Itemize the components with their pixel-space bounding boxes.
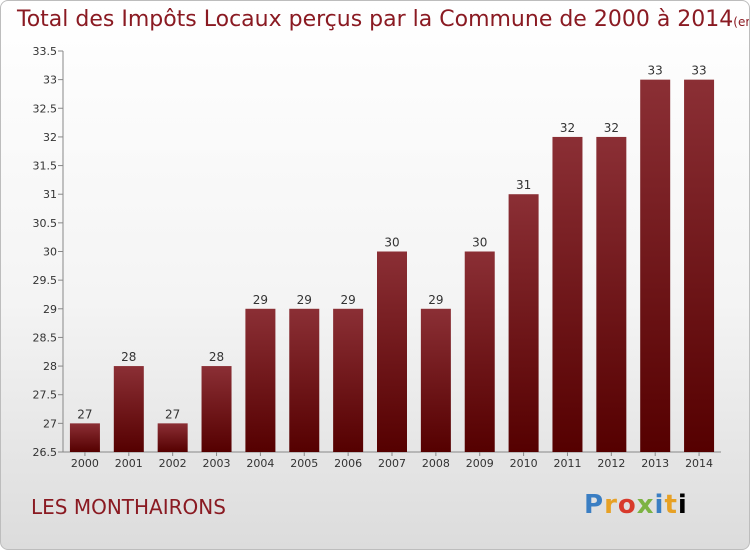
- bar: [377, 251, 407, 452]
- bar: [552, 136, 583, 452]
- bar: [596, 136, 627, 452]
- bar-value-label: 30: [472, 236, 487, 250]
- x-tick-label: 2007: [378, 457, 406, 470]
- bar: [245, 308, 276, 452]
- y-tick-label: 33: [43, 74, 57, 87]
- bar-value-label: 29: [340, 293, 355, 307]
- bar-value-label: 29: [253, 293, 268, 307]
- bar: [289, 308, 320, 452]
- bar: [420, 308, 451, 452]
- bar-value-label: 32: [560, 121, 575, 135]
- y-tick-label: 28.5: [33, 331, 58, 344]
- bar-value-label: 30: [384, 236, 399, 250]
- x-tick-label: 2004: [246, 457, 274, 470]
- title-unit: (en milliers d'€): [733, 15, 749, 29]
- commune-name: LES MONTHAIRONS: [31, 495, 226, 519]
- chart-title: Total des Impôts Locaux perçus par la Co…: [17, 7, 749, 32]
- x-tick-label: 2014: [685, 457, 713, 470]
- bar: [69, 423, 100, 452]
- x-tick-label: 2013: [641, 457, 669, 470]
- x-tick-label: 2008: [422, 457, 450, 470]
- proxiti-logo: Proxiti: [584, 490, 688, 520]
- bar-value-label: 32: [604, 121, 619, 135]
- bar-value-label: 28: [209, 350, 224, 364]
- x-tick-label: 2011: [553, 457, 581, 470]
- bar-value-label: 33: [691, 64, 706, 78]
- x-tick-label: 2009: [466, 457, 494, 470]
- y-tick-label: 30.5: [33, 217, 58, 230]
- x-tick-label: 2005: [290, 457, 318, 470]
- bar: [464, 251, 495, 452]
- bar-value-label: 31: [516, 178, 531, 192]
- x-tick-label: 2003: [203, 457, 231, 470]
- bar: [157, 423, 188, 452]
- y-tick-label: 32.5: [33, 102, 58, 115]
- y-tick-label: 29.5: [33, 274, 58, 287]
- bar-value-label: 27: [165, 407, 180, 421]
- y-tick-label: 27.5: [33, 389, 58, 402]
- bar: [201, 366, 232, 452]
- x-tick-label: 2010: [510, 457, 538, 470]
- x-tick-label: 2000: [71, 457, 99, 470]
- title-text: Total des Impôts Locaux perçus par la Co…: [17, 7, 734, 32]
- bar-value-label: 29: [428, 293, 443, 307]
- y-tick-label: 28: [43, 360, 57, 373]
- x-tick-label: 2006: [334, 457, 362, 470]
- bar: [113, 366, 144, 452]
- y-tick-label: 32: [43, 131, 57, 144]
- bar: [333, 308, 364, 452]
- bar-value-label: 33: [648, 64, 663, 78]
- bar-value-label: 28: [121, 350, 136, 364]
- y-tick-label: 33.5: [33, 45, 58, 58]
- bar: [684, 79, 715, 453]
- x-tick-label: 2001: [115, 457, 143, 470]
- y-tick-label: 29: [43, 303, 57, 316]
- y-tick-label: 31.5: [33, 160, 58, 173]
- x-tick-label: 2002: [159, 457, 187, 470]
- bar-value-label: 27: [77, 407, 92, 421]
- y-tick-label: 26.5: [33, 446, 58, 459]
- y-tick-label: 31: [43, 188, 57, 201]
- bar: [640, 79, 671, 453]
- bar: [508, 194, 539, 452]
- y-tick-label: 27: [43, 417, 57, 430]
- bar-value-label: 29: [297, 293, 312, 307]
- x-tick-label: 2012: [597, 457, 625, 470]
- y-tick-label: 30: [43, 246, 57, 259]
